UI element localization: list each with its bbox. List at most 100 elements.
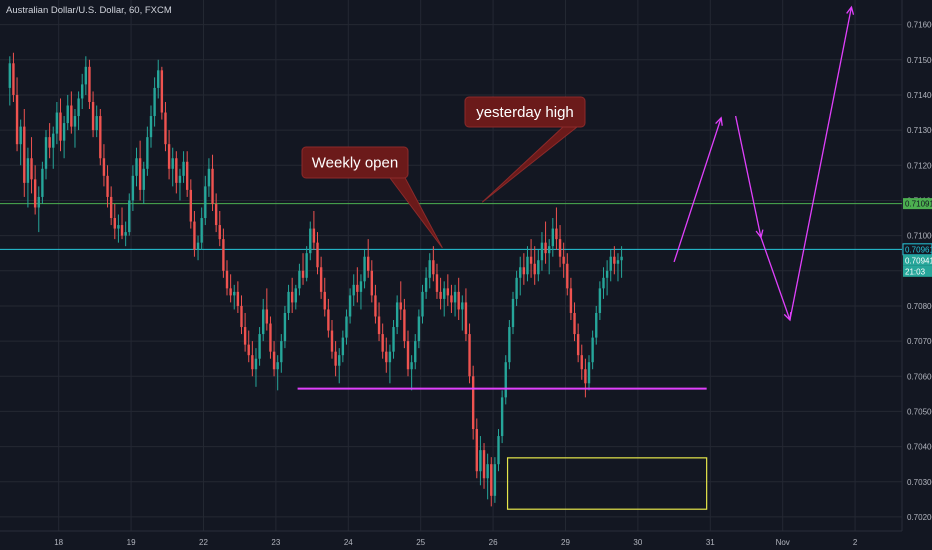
- candle-body: [207, 168, 211, 187]
- candle: [566, 253, 569, 296]
- candle-body: [106, 175, 109, 197]
- candle-body: [482, 450, 486, 479]
- candle-body: [222, 239, 225, 271]
- candle: [609, 249, 612, 282]
- candle-body: [435, 274, 439, 292]
- candle-body: [272, 351, 276, 370]
- candle-body: [81, 84, 84, 99]
- candle: [605, 260, 609, 296]
- candle-body: [519, 267, 522, 278]
- candle-body: [403, 309, 406, 342]
- x-tick-label: 29: [561, 538, 570, 547]
- candle: [182, 151, 185, 183]
- candle-body: [334, 351, 337, 366]
- forecast-arrow-shaft: [789, 6, 853, 321]
- candle: [414, 334, 417, 370]
- candle: [377, 302, 381, 342]
- candle: [341, 330, 345, 363]
- candle-body: [464, 302, 468, 335]
- candle-body: [15, 94, 19, 145]
- candle-body: [576, 334, 580, 356]
- candle-body: [37, 196, 40, 208]
- candle: [493, 457, 497, 503]
- candle-body: [348, 295, 352, 317]
- candle: [73, 109, 77, 148]
- price-badge-bg: [903, 198, 932, 210]
- candle: [135, 147, 138, 187]
- candle-body: [124, 232, 127, 236]
- candle: [15, 77, 19, 152]
- candle-body: [580, 355, 583, 370]
- candle: [403, 298, 406, 349]
- candle: [475, 418, 478, 479]
- candle-body: [240, 305, 243, 328]
- candle-body: [558, 239, 562, 257]
- candle-body: [26, 158, 30, 183]
- candle-body: [432, 260, 435, 275]
- candle-body: [193, 221, 196, 250]
- candle-body: [508, 327, 511, 363]
- candle: [540, 232, 544, 271]
- time-axis[interactable]: 18 19 22 23 24 25 26 29 30 31 Nov 2: [54, 538, 858, 547]
- candle-body: [146, 137, 149, 169]
- candle-body: [41, 168, 44, 197]
- candle: [294, 284, 297, 310]
- drawings: Weekly open yesterday high: [297, 5, 855, 510]
- candle-body: [515, 277, 518, 299]
- candle: [12, 52, 15, 102]
- candle: [399, 281, 402, 321]
- candle-body: [298, 270, 301, 289]
- candle-body: [529, 256, 533, 264]
- candle-body: [511, 298, 515, 328]
- forecast-arrow-up-1: [673, 116, 723, 263]
- candle: [620, 246, 623, 278]
- price-badge-countdown: 21:03: [903, 265, 932, 277]
- candle-body: [316, 242, 319, 268]
- candle-body: [366, 256, 370, 271]
- candle: [515, 270, 518, 306]
- candle-body: [214, 203, 218, 226]
- candle: [236, 281, 240, 313]
- candle-body: [44, 137, 48, 169]
- candle-body: [609, 256, 612, 271]
- candle-body: [164, 112, 167, 145]
- candle: [41, 161, 44, 204]
- candle: [247, 330, 250, 363]
- candle-body: [153, 87, 156, 117]
- candle: [106, 165, 109, 208]
- candle: [439, 277, 442, 310]
- candle-body: [471, 376, 475, 430]
- candle: [453, 284, 457, 317]
- horizontal-levels: [0, 203, 902, 250]
- candle-body: [211, 168, 214, 204]
- candle-body: [312, 228, 316, 243]
- candle: [526, 246, 529, 282]
- candle-body: [421, 291, 424, 317]
- candle-body: [66, 105, 69, 124]
- candle-body: [551, 228, 555, 247]
- candle: [276, 355, 279, 391]
- candle: [374, 284, 377, 324]
- candle: [348, 288, 352, 324]
- candle: [142, 161, 145, 204]
- candle: [204, 175, 207, 226]
- candle-body: [157, 70, 160, 88]
- candles: [8, 52, 623, 507]
- candle-body: [569, 288, 573, 313]
- forecast-arrow-shaft: [734, 115, 762, 238]
- candle: [366, 239, 370, 278]
- candle-body: [200, 218, 203, 243]
- candle: [153, 77, 156, 127]
- candle-body: [598, 288, 602, 313]
- candle: [464, 288, 468, 342]
- candle: [200, 207, 203, 250]
- candle: [580, 344, 583, 380]
- candle: [81, 73, 84, 110]
